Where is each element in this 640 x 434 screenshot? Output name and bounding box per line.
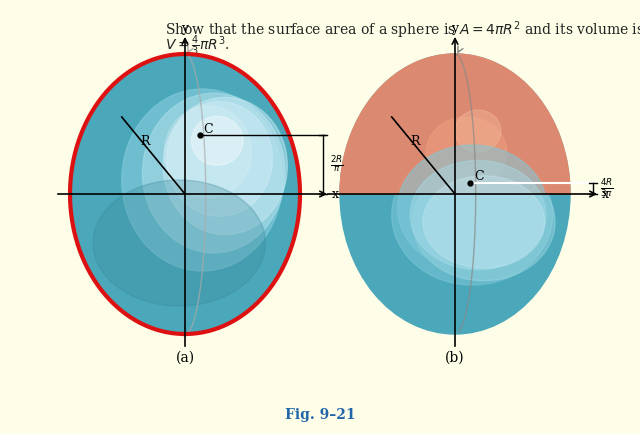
Ellipse shape (164, 106, 252, 198)
Ellipse shape (166, 102, 273, 217)
Ellipse shape (163, 97, 287, 235)
Ellipse shape (70, 54, 300, 334)
Ellipse shape (143, 93, 285, 253)
Text: (b): (b) (445, 351, 465, 365)
Text: y: y (451, 22, 459, 35)
Text: $\frac{4R}{3\pi}$: $\frac{4R}{3\pi}$ (600, 178, 614, 199)
Text: R: R (140, 135, 150, 148)
Ellipse shape (426, 117, 507, 187)
Ellipse shape (423, 176, 545, 268)
Text: Show that the surface area of a sphere is $A = 4\pi R^2$ and its volume is: Show that the surface area of a sphere i… (165, 19, 640, 41)
Ellipse shape (122, 89, 283, 271)
Text: (a): (a) (175, 351, 195, 365)
Text: x: x (332, 187, 339, 201)
Ellipse shape (455, 110, 501, 152)
Polygon shape (340, 54, 570, 194)
Text: C: C (203, 123, 212, 136)
Text: $\frac{2R}{\pi}$: $\frac{2R}{\pi}$ (330, 155, 344, 175)
Text: $V = \frac{4}{3}\pi R^3$.: $V = \frac{4}{3}\pi R^3$. (165, 34, 230, 58)
Text: R: R (410, 135, 419, 148)
Text: C: C (474, 170, 484, 183)
Ellipse shape (412, 163, 555, 281)
Ellipse shape (93, 180, 266, 306)
Ellipse shape (410, 161, 546, 270)
Ellipse shape (397, 145, 547, 271)
Text: y: y (181, 22, 189, 35)
Ellipse shape (340, 54, 570, 334)
Ellipse shape (392, 145, 553, 285)
Text: Fig. 9–21: Fig. 9–21 (285, 408, 355, 422)
Text: x: x (602, 187, 609, 201)
Ellipse shape (191, 116, 243, 165)
